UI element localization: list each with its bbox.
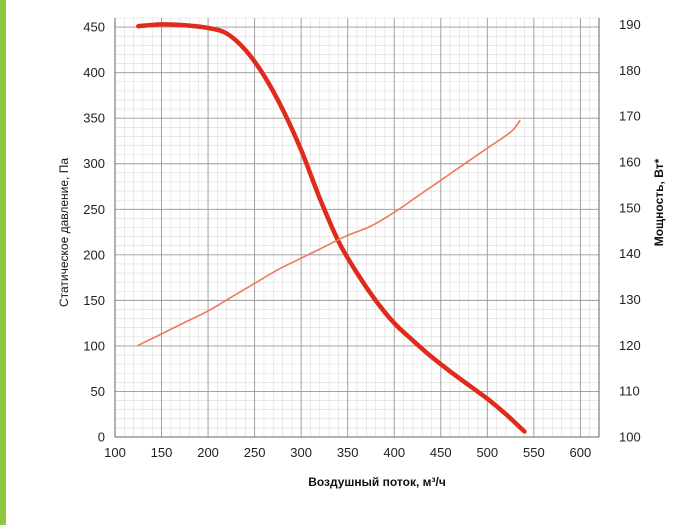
y-tick-label: 300 <box>83 156 105 171</box>
x-tick-label: 250 <box>244 445 266 460</box>
series-layer <box>136 22 527 434</box>
y-tick-label: 400 <box>83 65 105 80</box>
y-tick-label: 100 <box>83 338 105 353</box>
y-tick-labels: 0 50 100 150 200 250 300 350 400 450 <box>83 20 105 445</box>
y-tick-label: 200 <box>83 247 105 262</box>
y-axis-title: Статическое давление, Па <box>57 158 71 307</box>
grid-minor <box>114 17 600 438</box>
power-series-line <box>137 119 521 347</box>
y2-axis-title: Мощность, Вт* <box>652 158 666 246</box>
y2-tick-label: 180 <box>619 63 641 78</box>
x-tick-label: 150 <box>151 445 173 460</box>
pressure-series-line <box>136 22 527 434</box>
y2-tick-labels: 100 110 120 130 140 150 160 170 180 190 <box>619 17 641 445</box>
x-tick-labels: 100 150 200 250 300 350 400 450 500 550 600 <box>104 445 591 460</box>
y2-tick-label: 100 <box>619 430 641 445</box>
x-tick-label: 350 <box>337 445 359 460</box>
x-axis-title: Воздушный поток, м³/ч <box>308 475 446 489</box>
y2-tick-label: 110 <box>619 384 640 399</box>
x-tick-label: 400 <box>383 445 405 460</box>
y2-tick-label: 140 <box>619 246 641 261</box>
x-tick-label: 550 <box>523 445 545 460</box>
y-tick-label: 450 <box>83 20 105 35</box>
accent-bar <box>0 0 6 525</box>
y2-tick-label: 120 <box>619 338 641 353</box>
x-tick-label: 300 <box>290 445 312 460</box>
x-tick-label: 450 <box>430 445 452 460</box>
x-tick-label: 500 <box>476 445 498 460</box>
y-tick-label: 50 <box>91 384 105 399</box>
y-tick-label: 0 <box>98 430 105 445</box>
y-tick-label: 350 <box>83 111 105 126</box>
y2-tick-label: 170 <box>619 109 641 124</box>
y-tick-label: 150 <box>83 293 105 308</box>
y2-tick-label: 130 <box>619 292 641 307</box>
y-tick-label: 250 <box>83 202 105 217</box>
x-tick-label: 200 <box>197 445 219 460</box>
grid-major <box>114 18 600 438</box>
y2-tick-label: 150 <box>619 200 641 215</box>
x-tick-label: 600 <box>570 445 592 460</box>
y2-tick-label: 160 <box>619 154 641 169</box>
y2-tick-label: 190 <box>619 17 641 32</box>
x-tick-label: 100 <box>104 445 126 460</box>
